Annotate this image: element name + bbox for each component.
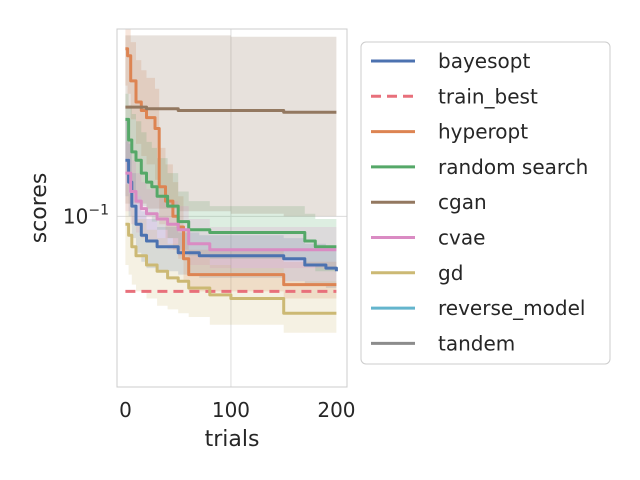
y-tick-label: 10−1 bbox=[63, 202, 109, 228]
legend-label: gd bbox=[438, 261, 463, 285]
legend-label: bayesopt bbox=[438, 49, 530, 73]
legend-entry: bayesopt bbox=[371, 49, 530, 73]
x-tick-label: 100 bbox=[212, 398, 250, 422]
legend-entry: hyperopt bbox=[371, 120, 528, 144]
plot-area-frame bbox=[116, 28, 348, 388]
x-tick-label: 0 bbox=[119, 398, 132, 422]
series-random-search bbox=[125, 117, 337, 249]
legend-label: cvae bbox=[438, 226, 485, 250]
legend-entry: tandem bbox=[371, 331, 515, 355]
band-cgan bbox=[125, 35, 337, 217]
legend-entry: cgan bbox=[371, 190, 487, 214]
tick-labels: 0 100 200 10−1 bbox=[63, 202, 356, 422]
legend-frame bbox=[360, 41, 611, 365]
legend-entry: cvae bbox=[371, 226, 485, 250]
x-axis-label: trials bbox=[205, 427, 260, 452]
legend-label: reverse_model bbox=[438, 296, 585, 320]
series-bayesopt bbox=[125, 158, 338, 272]
legend-entry: gd bbox=[371, 261, 463, 285]
legend-label: hyperopt bbox=[438, 120, 528, 144]
series-lines bbox=[125, 47, 338, 315]
legend-entry: train_best bbox=[371, 84, 538, 108]
legend-label: random search bbox=[438, 155, 588, 179]
legend-label: cgan bbox=[438, 190, 487, 214]
legend-label: train_best bbox=[438, 84, 538, 108]
x-tick-label: 200 bbox=[317, 398, 355, 422]
band-gd bbox=[125, 184, 337, 333]
legend-entry: reverse_model bbox=[371, 296, 585, 320]
legend-entry: random search bbox=[371, 155, 588, 179]
series-gd bbox=[125, 222, 337, 315]
band-cvae bbox=[125, 141, 337, 269]
series-hyperopt bbox=[125, 47, 337, 287]
series-cgan bbox=[125, 105, 337, 114]
legend: bayesopt train_best hyperopt random search c… bbox=[360, 41, 611, 365]
confidence-bands bbox=[125, 29, 337, 333]
legend-label: tandem bbox=[438, 331, 515, 355]
grid bbox=[117, 29, 347, 387]
series-cvae bbox=[125, 171, 337, 252]
y-axis-label: scores bbox=[27, 173, 52, 244]
